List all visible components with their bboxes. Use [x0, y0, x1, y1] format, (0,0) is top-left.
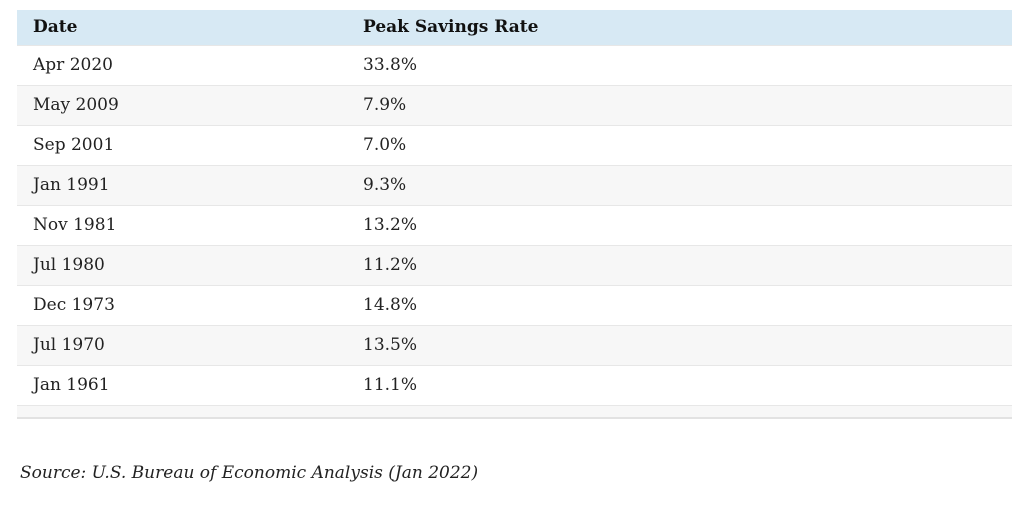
table-row: Jan 1991 9.3% [17, 164, 1012, 205]
date-cell: Jan 1991 [17, 164, 347, 205]
rate-cell: 11.2% [347, 244, 1012, 285]
table-row: Jan 1961 11.1% [17, 364, 1012, 405]
table-row: Sep 2001 7.0% [17, 124, 1012, 165]
peak-savings-rate-table: Date Peak Savings Rate Apr 2020 33.8% Ma… [17, 10, 1012, 419]
column-header-date: Date [17, 10, 347, 45]
table-row: May 2009 7.9% [17, 84, 1012, 125]
date-cell: Apr 2020 [17, 44, 347, 85]
rate-cell: 33.8% [347, 44, 1012, 85]
page: { "table": { "columns": ["Date", "Peak S… [0, 10, 1024, 508]
table-footer-strip [17, 404, 1012, 419]
table-row: Nov 1981 13.2% [17, 204, 1012, 245]
table-row: Dec 1973 14.8% [17, 284, 1012, 325]
table-row: Apr 2020 33.8% [17, 44, 1012, 85]
date-cell: May 2009 [17, 84, 347, 125]
table-row: Jul 1970 13.5% [17, 324, 1012, 365]
footer-strip-cell [17, 404, 347, 419]
table-row: Jul 1980 11.2% [17, 244, 1012, 285]
footer-strip-cell [347, 404, 1012, 419]
rate-cell: 13.2% [347, 204, 1012, 245]
date-cell: Jul 1970 [17, 324, 347, 365]
rate-cell: 13.5% [347, 324, 1012, 365]
rate-cell: 14.8% [347, 284, 1012, 325]
rate-cell: 11.1% [347, 364, 1012, 405]
data-table: Date Peak Savings Rate Apr 2020 33.8% Ma… [17, 10, 1012, 419]
date-cell: Jul 1980 [17, 244, 347, 285]
header-row: Date Peak Savings Rate [17, 10, 1012, 45]
date-cell: Dec 1973 [17, 284, 347, 325]
source-note: Source: U.S. Bureau of Economic Analysis… [20, 463, 479, 483]
rate-cell: 7.0% [347, 124, 1012, 165]
column-header-peak-savings-rate: Peak Savings Rate [347, 10, 1012, 45]
rate-cell: 9.3% [347, 164, 1012, 205]
rate-cell: 7.9% [347, 84, 1012, 125]
date-cell: Nov 1981 [17, 204, 347, 245]
date-cell: Jan 1961 [17, 364, 347, 405]
date-cell: Sep 2001 [17, 124, 347, 165]
